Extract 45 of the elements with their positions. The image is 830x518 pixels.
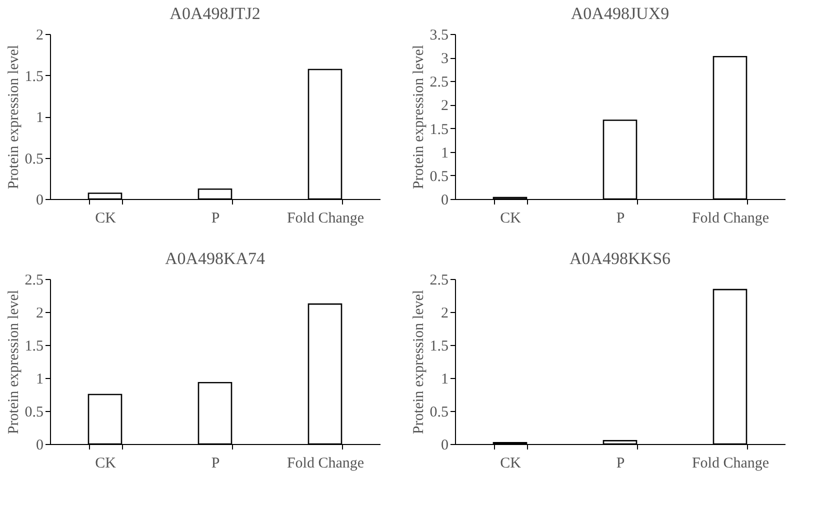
y-tick-label: 2.5 [24,272,44,288]
chart-title: A0A498JTJ2 [170,4,260,23]
chart-title: A0A498KA74 [164,249,266,268]
y-tick-label: 2 [441,306,448,322]
x-tick-label: Fold Change [286,210,364,226]
y-tick-label: 1.5 [24,68,44,85]
y-tick-label: 0 [36,192,44,208]
y-axis-title: Protein expression level [6,44,22,190]
x-tick-label: CK [500,456,522,472]
y-tick-label: 1.5 [24,338,44,354]
y-tick-label: 1.5 [430,338,448,354]
y-tick-label: 0.5 [430,404,448,420]
y-tick-label: 1 [36,110,44,126]
x-tick-label: CK [95,210,116,226]
x-tick-label: P [211,210,220,226]
y-tick-label: 2.5 [430,74,448,91]
y-tick-label: 0 [441,192,448,208]
y-tick-label: 2 [36,28,44,44]
y-tick-label: 0 [36,438,44,454]
chart-title: A0A498KKS6 [569,249,671,268]
x-tick-label: Fold Change [692,210,770,226]
x-tick-label: Fold Change [286,456,364,472]
y-tick-label: 3.5 [430,28,448,44]
y-tick-label: 1 [441,145,448,162]
y-tick-label: 1 [441,372,448,388]
y-tick-label: 0 [441,438,448,454]
y-tick-label: 0.5 [430,168,448,185]
y-axis-title: Protein expression level [410,290,427,434]
y-tick-label: 2 [441,98,448,114]
y-axis-title: Protein expression level [6,290,22,434]
y-tick-label: 1.5 [430,122,448,138]
y-tick-label: 2 [36,306,44,322]
y-axis-title: Protein expression level [410,44,427,190]
y-tick-label: 0.5 [24,151,44,168]
y-tick-label: 3 [441,51,448,68]
y-tick-label: 1 [36,372,44,388]
x-tick-label: P [616,456,625,472]
x-tick-label: Fold Change [692,456,770,472]
chart-title: A0A498JUX9 [570,4,670,23]
y-tick-label: 2.5 [430,272,448,288]
x-tick-label: CK [500,210,522,226]
y-tick-label: 0.5 [24,404,44,420]
x-tick-label: CK [95,456,116,472]
x-tick-label: P [211,456,220,472]
x-tick-label: P [616,210,625,226]
